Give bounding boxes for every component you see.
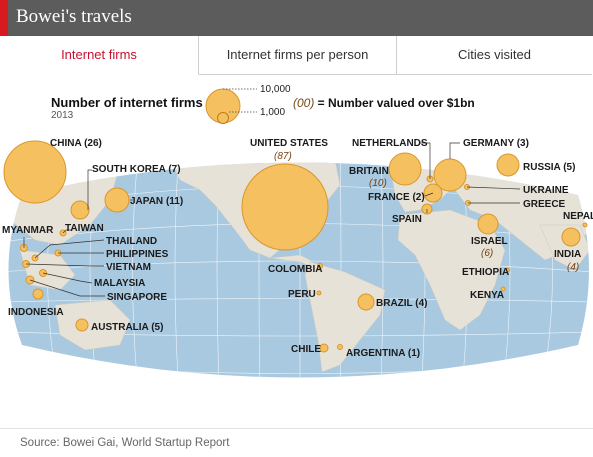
bubble-colombia[interactable] (317, 263, 323, 269)
label-kenya: KENYA (470, 290, 504, 301)
bubble-russia[interactable] (496, 153, 520, 177)
label-israel-count: (6) (481, 248, 493, 259)
legend-small-bubble (217, 112, 229, 124)
label-malaysia: MALAYSIA (94, 278, 145, 289)
bubble-united-states[interactable] (241, 163, 329, 251)
label-japan: JAPAN (11) (130, 196, 183, 207)
bubble-ethiopia[interactable] (506, 268, 510, 272)
bubble-china[interactable] (3, 140, 67, 204)
label-south-korea: SOUTH KOREA (7) (92, 164, 181, 175)
world-map: CHINA (26) SOUTH KOREA (7) JAPAN (11) TA… (2, 138, 593, 378)
label-germany: GERMANY (3) (463, 138, 529, 149)
legend-small-label: 1,000 (260, 107, 286, 118)
source-note: Source: Bowei Gai, World Startup Report (20, 437, 230, 449)
label-taiwan: TAIWAN (65, 223, 104, 234)
tab-cities-visited[interactable]: Cities visited (397, 36, 592, 75)
label-indonesia: INDONESIA (8, 307, 64, 318)
label-france: FRANCE (2) (368, 192, 425, 203)
label-india-count: (4) (567, 262, 579, 273)
title-accent (0, 0, 8, 36)
bubble-india[interactable] (561, 227, 581, 247)
label-russia: RUSSIA (5) (523, 162, 575, 173)
label-peru: PERU (288, 289, 316, 300)
leader-lines (23, 142, 521, 297)
bubble-chile[interactable] (319, 343, 329, 353)
bubble-kenya[interactable] (500, 286, 506, 292)
footer-divider (0, 428, 593, 429)
legend-large-label: 10,000 (260, 84, 291, 95)
page-title: Bowei's travels (16, 6, 132, 27)
legend-note-text: = Number valued over $1bn (314, 96, 475, 110)
bubble-nepal[interactable] (582, 222, 588, 228)
bubbles (3, 140, 588, 353)
label-chile: CHILE (291, 344, 321, 355)
bubble-japan[interactable] (104, 187, 130, 213)
bubble-south-korea[interactable] (70, 200, 90, 220)
legend-title: Number of internet firms (51, 95, 203, 110)
bubble-argentina[interactable] (337, 344, 343, 350)
label-india: INDIA (554, 249, 581, 260)
bubble-britain[interactable] (388, 152, 422, 186)
label-netherlands: NETHERLANDS (352, 138, 428, 149)
label-thailand: THAILAND (106, 236, 157, 247)
label-ethiopia: ETHIOPIA (462, 267, 509, 278)
label-united-states: UNITED STATES (250, 138, 328, 149)
label-australia: AUSTRALIA (5) (91, 322, 163, 333)
bubble-peru[interactable] (316, 290, 322, 296)
tab-internet-firms[interactable]: Internet firms (0, 36, 199, 75)
legend-note-prefix: (00) (293, 96, 315, 110)
label-britain-count: (10) (369, 178, 387, 189)
label-china: CHINA (26) (50, 138, 102, 149)
label-singapore: SINGAPORE (107, 292, 167, 303)
tab-internet-firms-per-person[interactable]: Internet firms per person (199, 36, 397, 75)
legend-note: (00) = Number valued over $1bn (293, 96, 475, 110)
label-britain: BRITAIN (349, 166, 389, 177)
bubble-indonesia[interactable] (32, 288, 44, 300)
land-australia (54, 299, 131, 351)
legend-year: 2013 (51, 110, 74, 121)
label-myanmar: MYANMAR (2, 225, 54, 236)
label-israel: ISRAEL (471, 236, 508, 247)
bubble-brazil[interactable] (357, 293, 375, 311)
label-united-states-count: (87) (274, 151, 292, 162)
tab-bar: Internet firms Internet firms per person… (0, 36, 593, 75)
label-brazil: BRAZIL (4) (376, 298, 428, 309)
label-argentina: ARGENTINA (1) (346, 348, 420, 359)
label-colombia: COLOMBIA (268, 264, 322, 275)
label-nepal: NEPAL (563, 211, 593, 222)
label-vietnam: VIETNAM (106, 262, 151, 273)
label-ukraine: UKRAINE (523, 185, 569, 196)
label-greece: GREECE (523, 199, 566, 210)
bubble-australia[interactable] (75, 318, 89, 332)
country-labels: CHINA (26) SOUTH KOREA (7) JAPAN (11) TA… (2, 138, 593, 359)
label-spain: SPAIN (392, 214, 422, 225)
size-legend (205, 88, 257, 124)
label-philippines: PHILIPPINES (106, 249, 169, 260)
title-bar: Bowei's travels (0, 0, 593, 36)
bubble-israel[interactable] (477, 213, 499, 235)
